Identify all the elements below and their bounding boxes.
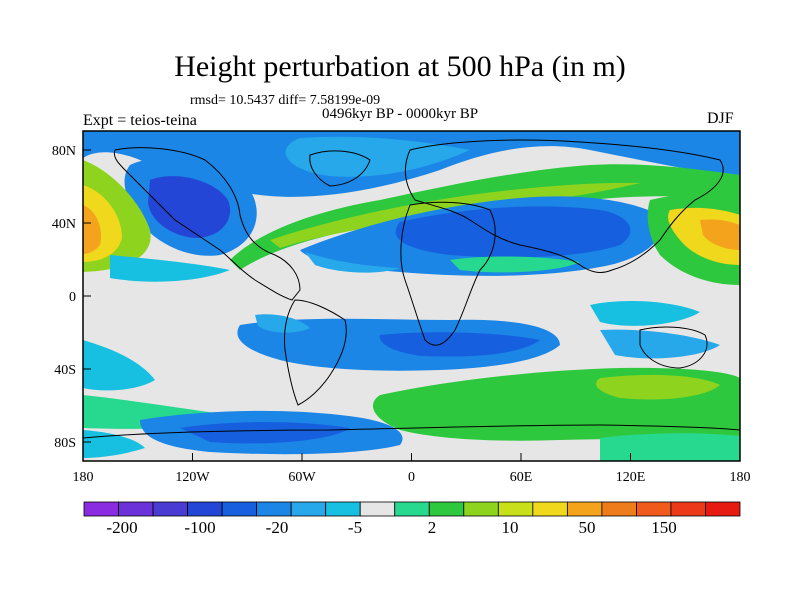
axis-ticks [82,149,741,461]
season-label: DJF [707,110,734,127]
africa-north-green [450,256,580,273]
colorbar-tick-label: -200 [106,518,137,537]
colorbar-tick-label: -20 [266,518,289,537]
longitude-labels: 180 120W 60W 0 60E 120E 180 [73,470,751,485]
colorbar-swatch [118,501,154,517]
eurasia-positive-band [230,164,740,270]
colorbar-tick-label: 10 [502,518,519,537]
colorbar-swatch [497,501,534,517]
north-america-outline [113,147,301,301]
lat-label: 40N [52,217,76,232]
period-label: 0496kyr BP - 0000kyr BP [322,106,479,122]
lon-label: 60E [510,470,533,485]
southern-ocean-positive-core [596,374,720,400]
lat-label: 40S [54,363,76,378]
north-pacific-cyan [110,255,230,282]
lon-label: 120W [175,470,210,485]
west-pacific-positive-max [83,205,102,254]
experiment-label: Expt = teios-teina [83,112,197,129]
colorbar-tick-label: 50 [579,518,596,537]
colorbar-swatch [428,501,465,517]
colorbar-tick-label: 2 [428,518,437,537]
antarctica-coast [83,424,740,439]
colorbar-swatch [532,501,568,517]
coastlines [83,139,740,439]
colorbar-tick-label: -5 [348,518,362,537]
eurasia-outline [404,139,724,273]
south-america-negative [255,314,310,333]
rmsd-stats: rmsd= 10.5437 diff= 7.58199e-09 [190,93,381,108]
lat-label: 0 [69,290,76,305]
colorbar-swatch [670,501,706,517]
lon-label: 180 [73,470,94,485]
colorbar-swatch [83,501,119,517]
colorbar [83,501,741,517]
anomaly-field [83,131,740,461]
lon-label: 0 [408,470,415,485]
southeast-pacific-negative [83,340,155,391]
africa-outline [400,201,496,346]
colorbar-swatch [394,501,430,517]
colorbar-swatch [359,501,396,517]
australia-outline [639,326,708,369]
page-title: Height perturbation at 500 hPa (in m) [174,50,626,83]
colorbar-swatch [601,501,637,517]
colorbar-swatch [705,501,741,517]
colorbar-swatch [325,501,361,517]
colorbar-labels: -200 -100 -20 -5 2 10 50 150 [106,518,676,537]
colorbar-tick-label: -100 [184,518,215,537]
colorbar-swatch [221,501,258,517]
lon-label: 60W [288,470,316,485]
antarctic-negative-core [180,422,350,444]
colorbar-swatch [152,501,188,517]
colorbar-swatch [256,501,292,517]
lat-label: 80N [52,144,76,159]
lat-label: 80S [54,436,76,451]
latitude-labels: 80N 40N 0 40S 80S [52,144,76,451]
south-indian-negative [600,329,720,359]
south-america-outline [284,299,347,406]
indonesia-cyan [590,300,700,326]
lon-label: 120E [616,470,646,485]
greenland-outline [309,150,371,187]
colorbar-swatch [187,501,223,517]
eurasia-trough-core [395,206,631,258]
colorbar-swatch [463,501,499,517]
colorbar-swatch [566,501,603,517]
colorbar-tick-label: 150 [651,518,677,537]
north-america-low-core [148,176,231,238]
colorbar-swatch [636,501,672,517]
lon-label: 180 [730,470,751,485]
south-atlantic-trough-core [379,332,540,357]
colorbar-swatch [290,501,327,517]
eurasia-trough-edge [305,252,400,273]
east-asia-positive-max [700,219,740,250]
antarctic-east-green [600,433,740,461]
